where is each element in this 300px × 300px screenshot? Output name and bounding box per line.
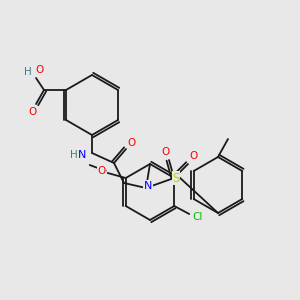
Text: S: S xyxy=(172,172,180,184)
Text: N: N xyxy=(78,150,86,160)
Text: O: O xyxy=(28,107,36,117)
Text: H: H xyxy=(24,67,32,77)
Text: H: H xyxy=(70,150,78,160)
Text: O: O xyxy=(98,166,106,176)
Text: N: N xyxy=(144,181,152,191)
Text: O: O xyxy=(162,147,170,157)
Text: O: O xyxy=(35,65,43,75)
Text: O: O xyxy=(128,138,136,148)
Text: O: O xyxy=(190,151,198,161)
Text: Cl: Cl xyxy=(192,212,202,222)
